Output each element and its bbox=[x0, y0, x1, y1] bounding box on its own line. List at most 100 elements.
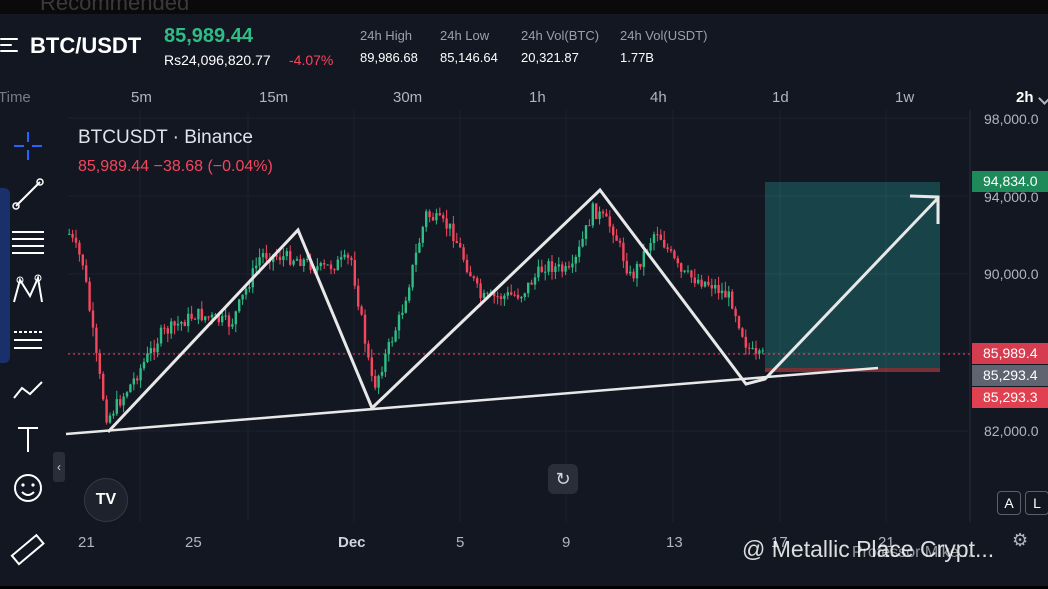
stat-label: 24h High bbox=[360, 28, 413, 43]
candle-body bbox=[323, 263, 326, 265]
candle-body bbox=[717, 284, 720, 294]
candle-body bbox=[217, 314, 220, 323]
tab-1h[interactable]: 1h bbox=[529, 89, 546, 106]
candle-body bbox=[530, 282, 533, 285]
candle-body bbox=[700, 279, 703, 287]
candle-body bbox=[261, 253, 265, 258]
collapse-toolbar-button[interactable]: ‹ bbox=[53, 452, 65, 482]
stat-label: 24h Vol(USDT) bbox=[620, 28, 708, 43]
text-icon[interactable] bbox=[8, 420, 48, 460]
candle-body bbox=[537, 266, 540, 278]
candle-body bbox=[204, 316, 207, 321]
stat-value: 89,986.68 bbox=[360, 50, 418, 65]
price-chart[interactable] bbox=[0, 14, 1048, 586]
candle-body bbox=[754, 347, 758, 354]
forecast-icon[interactable] bbox=[8, 318, 48, 358]
log-scale-button[interactable]: L bbox=[1025, 491, 1048, 515]
candle-body bbox=[139, 368, 142, 381]
candle-body bbox=[115, 399, 118, 414]
ruler-icon[interactable] bbox=[8, 530, 48, 570]
candle-body bbox=[571, 263, 574, 268]
candle-body bbox=[459, 243, 462, 248]
candle-body bbox=[714, 284, 717, 289]
stat-24h-vol-usdt: 24h Vol(USDT) 1.77B bbox=[620, 28, 707, 65]
candle-body bbox=[510, 292, 513, 295]
candle-body bbox=[629, 271, 632, 274]
candle-body bbox=[119, 399, 122, 406]
stat-value: 85,146.64 bbox=[440, 50, 498, 65]
candle-body bbox=[125, 392, 129, 397]
emoji-icon[interactable] bbox=[8, 468, 48, 508]
candle-body bbox=[686, 270, 690, 272]
candle-body bbox=[612, 226, 615, 236]
time-label: Time bbox=[0, 89, 31, 106]
candle-body bbox=[329, 264, 333, 270]
candle-body bbox=[102, 373, 105, 400]
trading-app: BTC/USDT 85,989.44 Rs24,096,820.77 -4.07… bbox=[0, 14, 1048, 586]
candle-body bbox=[340, 257, 343, 260]
candle-body bbox=[720, 290, 724, 294]
price-axis-label: 94,000.0 bbox=[984, 189, 1039, 205]
stat-24h-vol-btc: 24h Vol(BTC) 20,321.87 bbox=[521, 28, 599, 65]
date-axis-label: 21 bbox=[78, 534, 95, 551]
candle-body bbox=[618, 240, 622, 243]
candle-body bbox=[156, 343, 159, 353]
tab-15m[interactable]: 15m bbox=[259, 89, 289, 106]
tradingview-logo[interactable]: TV bbox=[84, 478, 128, 522]
candle-body bbox=[506, 292, 509, 296]
arrow-path-icon[interactable] bbox=[8, 370, 48, 410]
candle-body bbox=[452, 223, 455, 242]
candle-body bbox=[265, 253, 268, 259]
fib-icon[interactable] bbox=[8, 222, 48, 262]
gear-icon[interactable]: ⚙ bbox=[1012, 530, 1029, 550]
candle-body bbox=[503, 295, 506, 299]
stat-label: 24h Vol(BTC) bbox=[521, 28, 600, 43]
date-axis-label: Dec bbox=[338, 534, 366, 551]
candle-body bbox=[564, 266, 567, 272]
candle-body bbox=[227, 315, 231, 327]
candle-body bbox=[326, 264, 329, 266]
candle-body bbox=[520, 296, 523, 299]
candle-body bbox=[282, 256, 285, 260]
ticker-header: BTC/USDT 85,989.44 Rs24,096,820.77 -4.07… bbox=[0, 14, 1048, 80]
candle-body bbox=[306, 258, 309, 260]
candle-body bbox=[547, 261, 550, 272]
candle-body bbox=[85, 265, 88, 282]
reset-chart-button[interactable]: ↻ bbox=[548, 464, 578, 494]
chart-ohlc-legend: 85,989.44 −38.68 (−0.04%) bbox=[78, 158, 273, 175]
candle-body bbox=[363, 314, 367, 344]
tab-1w[interactable]: 1w bbox=[895, 89, 915, 106]
tab-4h[interactable]: 4h bbox=[650, 89, 667, 106]
tab-1d[interactable]: 1d bbox=[772, 89, 789, 106]
candle-body bbox=[669, 249, 673, 251]
candle-body bbox=[516, 294, 520, 299]
date-axis-label: 9 bbox=[562, 534, 571, 551]
candle-body bbox=[377, 375, 380, 388]
candle-body bbox=[346, 254, 350, 258]
pattern-icon[interactable] bbox=[8, 270, 48, 310]
candle-body bbox=[224, 315, 227, 317]
tab-30m[interactable]: 30m bbox=[393, 89, 423, 106]
candle-body bbox=[91, 310, 95, 328]
candle-body bbox=[523, 293, 526, 297]
candle-body bbox=[408, 287, 411, 301]
tab-5m[interactable]: 5m bbox=[131, 89, 152, 106]
last-price: 85,989.44 bbox=[164, 25, 253, 47]
auto-scale-button[interactable]: A bbox=[997, 491, 1021, 515]
candle-body bbox=[401, 312, 404, 315]
candle-body bbox=[561, 264, 564, 272]
candle-body bbox=[663, 239, 666, 248]
candle-body bbox=[146, 353, 149, 362]
pair-selector[interactable]: BTC/USDT bbox=[30, 33, 142, 58]
candle-body bbox=[615, 235, 618, 241]
tab-selected-interval[interactable]: 2h bbox=[1016, 89, 1034, 106]
candle-body bbox=[289, 251, 292, 265]
crosshair-icon[interactable] bbox=[8, 126, 48, 166]
candle-body bbox=[513, 294, 516, 296]
candle-body bbox=[727, 291, 730, 298]
trendline-icon[interactable] bbox=[8, 174, 48, 214]
candle-body bbox=[319, 263, 322, 267]
candle-body bbox=[595, 203, 598, 219]
stat-24h-high: 24h High 89,986.68 bbox=[360, 28, 418, 65]
hamburger-icon[interactable] bbox=[0, 38, 20, 54]
